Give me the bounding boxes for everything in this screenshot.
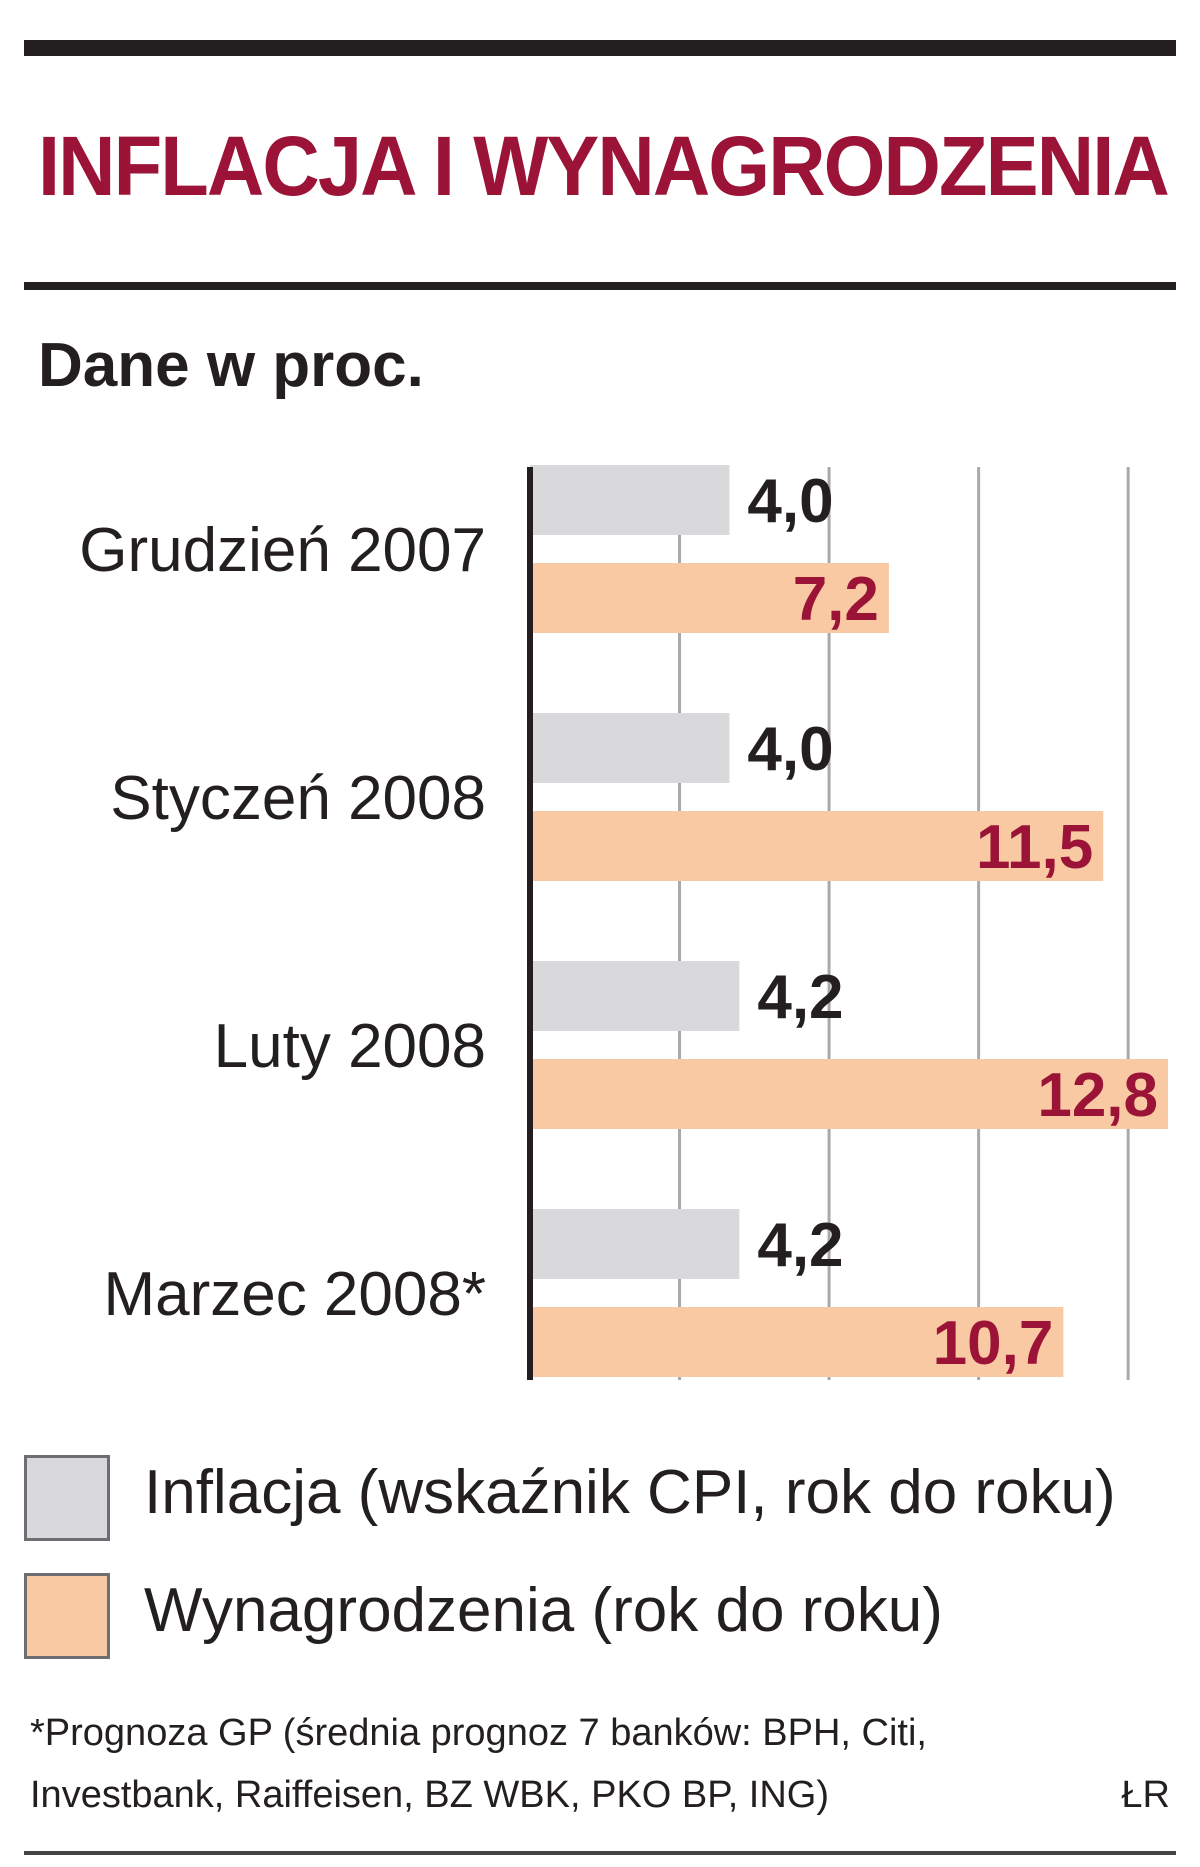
data-label-inflation: 4,2 [757, 963, 843, 1032]
footnote-line-1: *Prognoza GP (średnia prognoz 7 banków: … [30, 1712, 927, 1754]
bar-wages [530, 1307, 1064, 1377]
chart-subtitle: Dane w proc. [38, 331, 424, 400]
bottom-rule [24, 1851, 1176, 1855]
data-label-wages: 10,7 [933, 1309, 1054, 1378]
data-label-inflation: 4,2 [757, 1211, 843, 1280]
category-label: Grudzień 2007 [79, 516, 486, 585]
bar-wages [530, 811, 1104, 881]
bar-chart: Grudzień 2007 4,0 7,2 Styczeń 2008 4,0 11,5 Lu… [79, 465, 1169, 1380]
legend-swatch-wages [24, 1573, 110, 1659]
data-label-inflation: 4,0 [747, 715, 833, 784]
top-rule [24, 40, 1176, 56]
data-label-wages: 7,2 [793, 565, 879, 634]
category-label: Luty 2008 [214, 1012, 486, 1081]
bar-inflation [530, 961, 740, 1031]
legend-swatch-inflation [24, 1455, 110, 1541]
category-label: Styczeń 2008 [110, 764, 486, 833]
footnote-line-2: Investbank, Raiffeisen, BZ WBK, PKO BP, … [30, 1774, 830, 1816]
bar-inflation [530, 713, 730, 783]
legend-label-wages: Wynagrodzenia (rok do roku) [144, 1576, 943, 1645]
category-label: Marzec 2008* [103, 1260, 486, 1329]
data-label-wages: 12,8 [1037, 1061, 1158, 1130]
bar-inflation [530, 465, 730, 535]
data-label-wages: 11,5 [976, 813, 1093, 882]
bar-inflation [530, 1209, 740, 1279]
legend-label-inflation: Inflacja (wskaźnik CPI, rok do roku) [144, 1458, 1116, 1527]
bar-wages [530, 563, 889, 633]
chart-title: INFLACJA I WYNAGRODZENIA [38, 119, 1170, 213]
source-initials: ŁR [1121, 1774, 1170, 1816]
title-rule [24, 282, 1176, 290]
bar-wages [530, 1059, 1169, 1129]
data-label-inflation: 4,0 [747, 467, 833, 536]
